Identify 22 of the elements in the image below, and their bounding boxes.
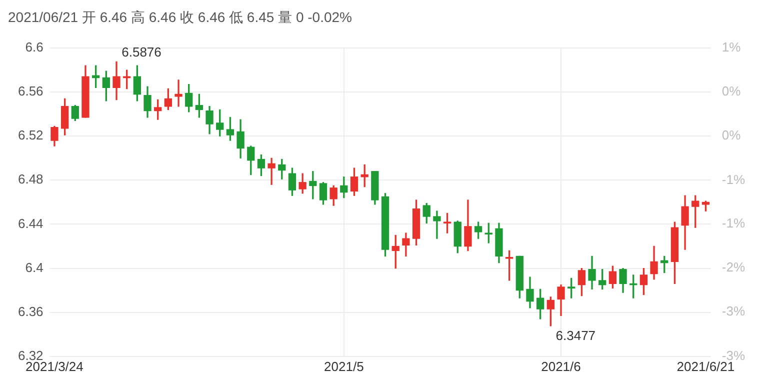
y-tick-label: 6.36 (18, 304, 44, 319)
y-tick-label: 6.56 (18, 84, 44, 99)
y2-tick-label: -2% (722, 260, 746, 275)
y-tick-label: 6.44 (18, 216, 44, 231)
candlestick (268, 158, 276, 185)
y2-tick-label: -3% (722, 303, 746, 318)
chart-title: 2021/06/21 开 6.46 高 6.46 收 6.46 低 6.45 量 0 -0.02% (8, 8, 353, 26)
candlestick (174, 80, 182, 107)
y-tick-label: 6.6 (25, 40, 44, 55)
y2-tick-label: -1% (722, 172, 746, 187)
annotation: 6.3477 (556, 328, 596, 343)
y2-tick-label: 0% (722, 127, 742, 142)
annotation: 6.5876 (122, 44, 162, 60)
y-tick-label: 6.52 (18, 128, 44, 143)
y2-tick-label: 0% (722, 83, 742, 98)
x-tick-label: 2021/6 (541, 358, 581, 374)
y2-tick-label: -1% (722, 216, 746, 231)
y-tick-label: 6.4 (25, 260, 44, 275)
candlestick (433, 210, 441, 239)
y-tick-label: 6.48 (18, 172, 44, 187)
x-tick-label: 2021/5 (324, 358, 364, 374)
y2-tick-label: 1% (722, 40, 742, 55)
